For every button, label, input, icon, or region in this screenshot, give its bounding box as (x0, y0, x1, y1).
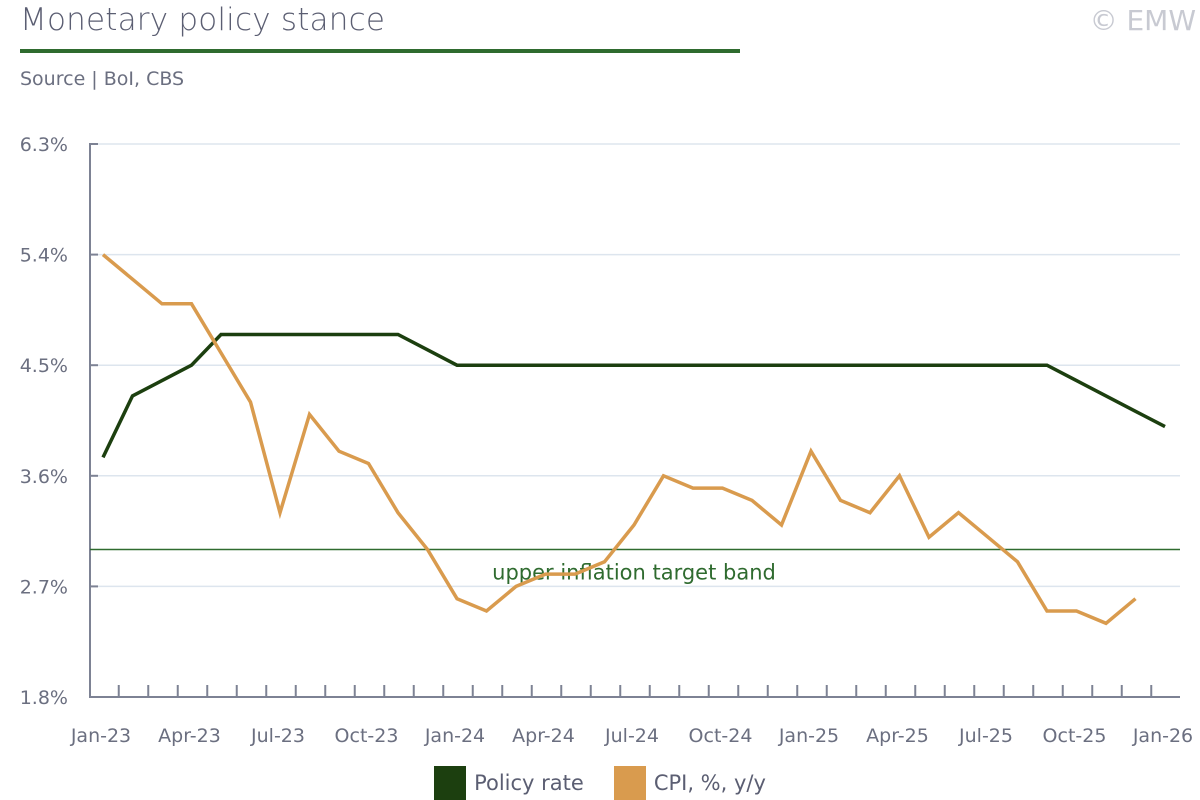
y-tick-label: 2.7% (20, 576, 68, 598)
x-tick-label: Jan-23 (70, 725, 131, 747)
x-tick-label: Jan-25 (778, 725, 839, 747)
title-rule (20, 49, 740, 53)
x-tick-label: Jul-23 (250, 725, 305, 747)
x-tick-label: Jul-25 (958, 725, 1013, 747)
legend-swatch-policy-rate (434, 766, 467, 800)
cpi-line (101, 253, 1137, 626)
x-tick-label: Jan-24 (424, 725, 485, 747)
x-tick-label: Jan-26 (1132, 725, 1193, 747)
y-tick-label: 6.3% (20, 134, 68, 156)
target-band-label: upper inflation target band (492, 561, 776, 585)
legend: Policy rate CPI, %, y/y (0, 766, 1200, 800)
x-tick-label: Jul-24 (604, 725, 659, 747)
y-tick-label: 4.5% (20, 355, 68, 377)
x-tick-label: Oct-23 (335, 725, 399, 747)
x-tick-label: Apr-24 (512, 725, 575, 747)
y-tick-label: 3.6% (20, 466, 68, 488)
copyright: © EMW (1089, 4, 1196, 37)
x-tick-label: Apr-23 (158, 725, 221, 747)
y-tick-label: 5.4% (20, 245, 68, 267)
legend-item-policy-rate[interactable]: Policy rate (434, 766, 584, 800)
x-tick-label: Oct-24 (689, 725, 753, 747)
x-tick-label: Apr-25 (866, 725, 929, 747)
legend-item-cpi[interactable]: CPI, %, y/y (613, 766, 766, 800)
legend-label-cpi: CPI, %, y/y (653, 771, 766, 795)
legend-swatch-cpi (613, 766, 646, 800)
x-tick-label: Oct-25 (1043, 725, 1107, 747)
legend-label-policy-rate: Policy rate (474, 771, 584, 795)
policy-rate-line (101, 332, 1166, 459)
y-tick-label: 1.8% (20, 687, 68, 709)
chart-title: Monetary policy stance (20, 2, 386, 38)
source-note: Source | BoI, CBS (20, 68, 185, 90)
